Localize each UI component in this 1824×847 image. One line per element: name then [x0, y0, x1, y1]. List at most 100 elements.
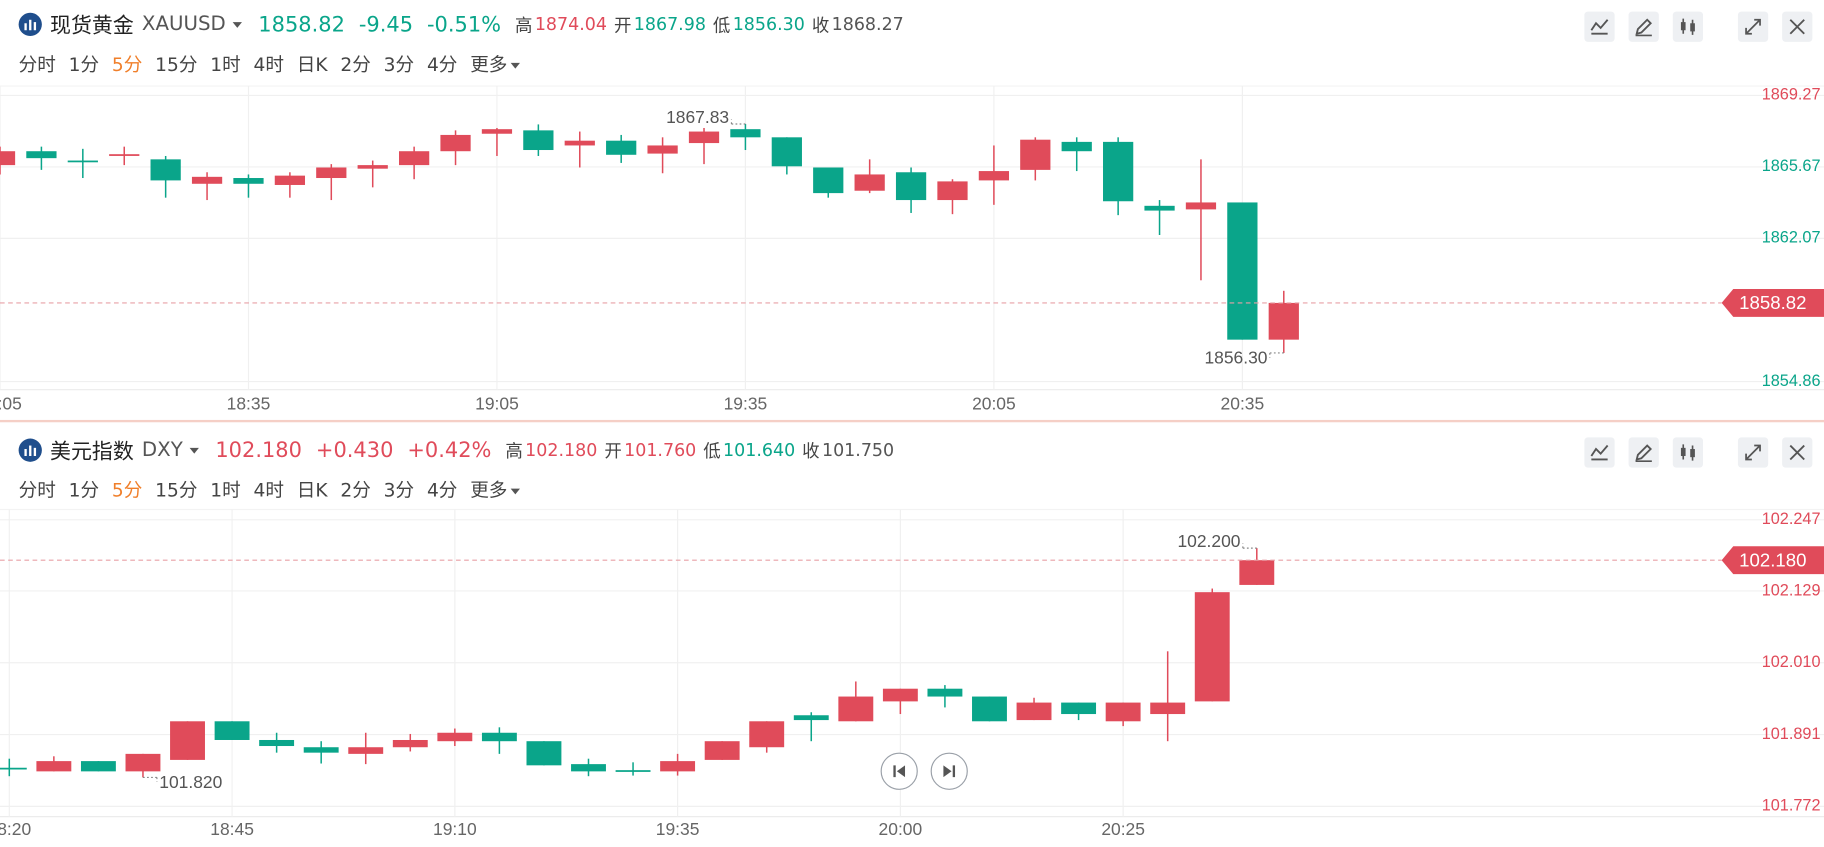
timeframe-tab[interactable]: 4分 [426, 479, 458, 502]
y-tick-label: 1854.86 [1762, 372, 1821, 390]
x-tick-label: 19:10 [433, 819, 477, 839]
timeframe-tab[interactable]: 1分 [68, 479, 100, 502]
last-price-tag [1721, 288, 1824, 317]
timeframe-tab[interactable]: 1时 [210, 53, 241, 76]
candle-body [882, 688, 918, 702]
logo-icon [18, 438, 42, 462]
symbol-dropdown[interactable] [232, 21, 243, 28]
timeframe-tab[interactable]: 15分 [155, 53, 198, 76]
stat-label: 高 [505, 440, 523, 462]
draw-button[interactable] [1628, 437, 1659, 468]
timeframe-tab[interactable]: 1分 [68, 53, 100, 76]
x-tick-label: 20:05 [972, 393, 1016, 413]
candle-body [647, 145, 678, 154]
timeframe-tab[interactable]: 2分 [340, 53, 371, 76]
close-button[interactable] [1782, 11, 1813, 42]
icon [1680, 18, 1695, 35]
quote-value: +0.430 [315, 437, 394, 463]
candle-body [1105, 702, 1141, 722]
previous-button[interactable] [880, 752, 918, 790]
stat-label: 开 [613, 14, 632, 36]
candle-body [793, 715, 829, 721]
logo-bar [29, 19, 32, 31]
timeframe-tab[interactable]: 5分 [111, 53, 143, 76]
candle-body [1150, 702, 1186, 715]
close-button[interactable] [1782, 437, 1813, 468]
panel-header: 现货黄金 XAUUSD 1858.82 -9.45 -0.51% 高 1874.04 开 186… [18, 9, 911, 39]
instrument-name[interactable]: 美元指数 [50, 439, 134, 465]
timeframe-tab[interactable]: 2分 [340, 479, 371, 502]
more-caret [510, 62, 521, 69]
candle-body [0, 151, 16, 166]
candle-body [1185, 202, 1217, 210]
extreme-label: 1856.30 [1204, 347, 1267, 367]
candle-body [233, 178, 264, 184]
stat-value: 101.640 [723, 439, 796, 461]
extreme-label: 101.820 [159, 772, 222, 792]
stat-value: 1856.30 [732, 13, 805, 35]
icon [1590, 19, 1609, 35]
panel-header: 美元指数 DXY 102.180 +0.430 +0.42% 高 102.180 开 101.7… [18, 435, 902, 465]
instrument-symbol[interactable]: XAUUSD [141, 12, 226, 37]
timeframe-tab[interactable]: 4分 [426, 53, 458, 76]
timeframe-tab[interactable]: 3分 [383, 479, 415, 502]
logo-bar [33, 447, 37, 457]
timeframe-tab[interactable]: 日K [296, 479, 328, 502]
stat-value: 1868.27 [831, 13, 904, 35]
symbol-dropdown[interactable] [189, 447, 200, 454]
candle-body [303, 747, 339, 753]
icon [1680, 444, 1695, 461]
last-price-tag [1721, 546, 1824, 575]
x-tick-label: 18:45 [210, 819, 254, 839]
candle-body [392, 739, 428, 748]
candle-body [357, 165, 388, 169]
indicator-button[interactable] [1584, 11, 1615, 42]
y-tick-label: 102.129 [1762, 581, 1821, 599]
candle-button[interactable] [1672, 437, 1704, 468]
next-button[interactable] [930, 752, 968, 790]
stat-label: 收 [802, 440, 820, 462]
stat-label: 收 [811, 14, 830, 36]
candle-body [481, 129, 513, 134]
timeframe-tab[interactable]: 分时 [18, 479, 56, 502]
candle-body [348, 747, 384, 754]
candle-body [660, 761, 696, 772]
timeframe-tab[interactable]: 1时 [210, 479, 241, 502]
y-tick-label: 102.247 [1762, 510, 1821, 528]
candle-body [749, 721, 785, 748]
instrument-symbol[interactable]: DXY [141, 438, 183, 462]
icon [893, 765, 906, 778]
logo-icon [18, 12, 42, 37]
timeframe-tab[interactable]: 4时 [253, 479, 285, 502]
timeframe-tab[interactable]: 分时 [18, 53, 56, 76]
timeframe-tab[interactable]: 15分 [155, 479, 198, 502]
icon [1745, 444, 1761, 461]
timeframe-tab[interactable]: 日K [296, 53, 328, 76]
candle-body [688, 131, 720, 144]
x-tick-label: 20:00 [879, 819, 923, 839]
y-tick-label: 1865.67 [1762, 157, 1821, 175]
x-tick-label: 19:35 [656, 819, 700, 839]
extreme-label: 102.200 [1177, 531, 1240, 551]
instrument-name[interactable]: 现货黄金 [50, 13, 134, 39]
y-tick-label: 101.772 [1762, 797, 1821, 815]
more-caret [510, 488, 521, 495]
timeframe-tab[interactable]: 3分 [383, 53, 415, 76]
timeframe-tab[interactable]: 更多 [470, 475, 521, 503]
timeframe-tab[interactable]: 5分 [111, 479, 143, 502]
indicator-button[interactable] [1584, 437, 1615, 468]
expand-button[interactable] [1737, 11, 1769, 42]
timeframe-tab[interactable]: 4时 [253, 53, 285, 76]
quote-value: 1858.82 [258, 12, 345, 37]
candle-button[interactable] [1672, 11, 1704, 42]
timeframe-tab[interactable]: 更多 [470, 49, 521, 77]
candle-body [80, 761, 116, 772]
x-tick-label: 19:35 [724, 393, 768, 413]
expand-button[interactable] [1737, 437, 1769, 468]
draw-button[interactable] [1628, 11, 1659, 42]
candle-body [259, 739, 295, 747]
icon [1590, 444, 1609, 461]
quote-value: 102.180 [215, 437, 302, 463]
stat-value: 102.180 [525, 439, 598, 461]
